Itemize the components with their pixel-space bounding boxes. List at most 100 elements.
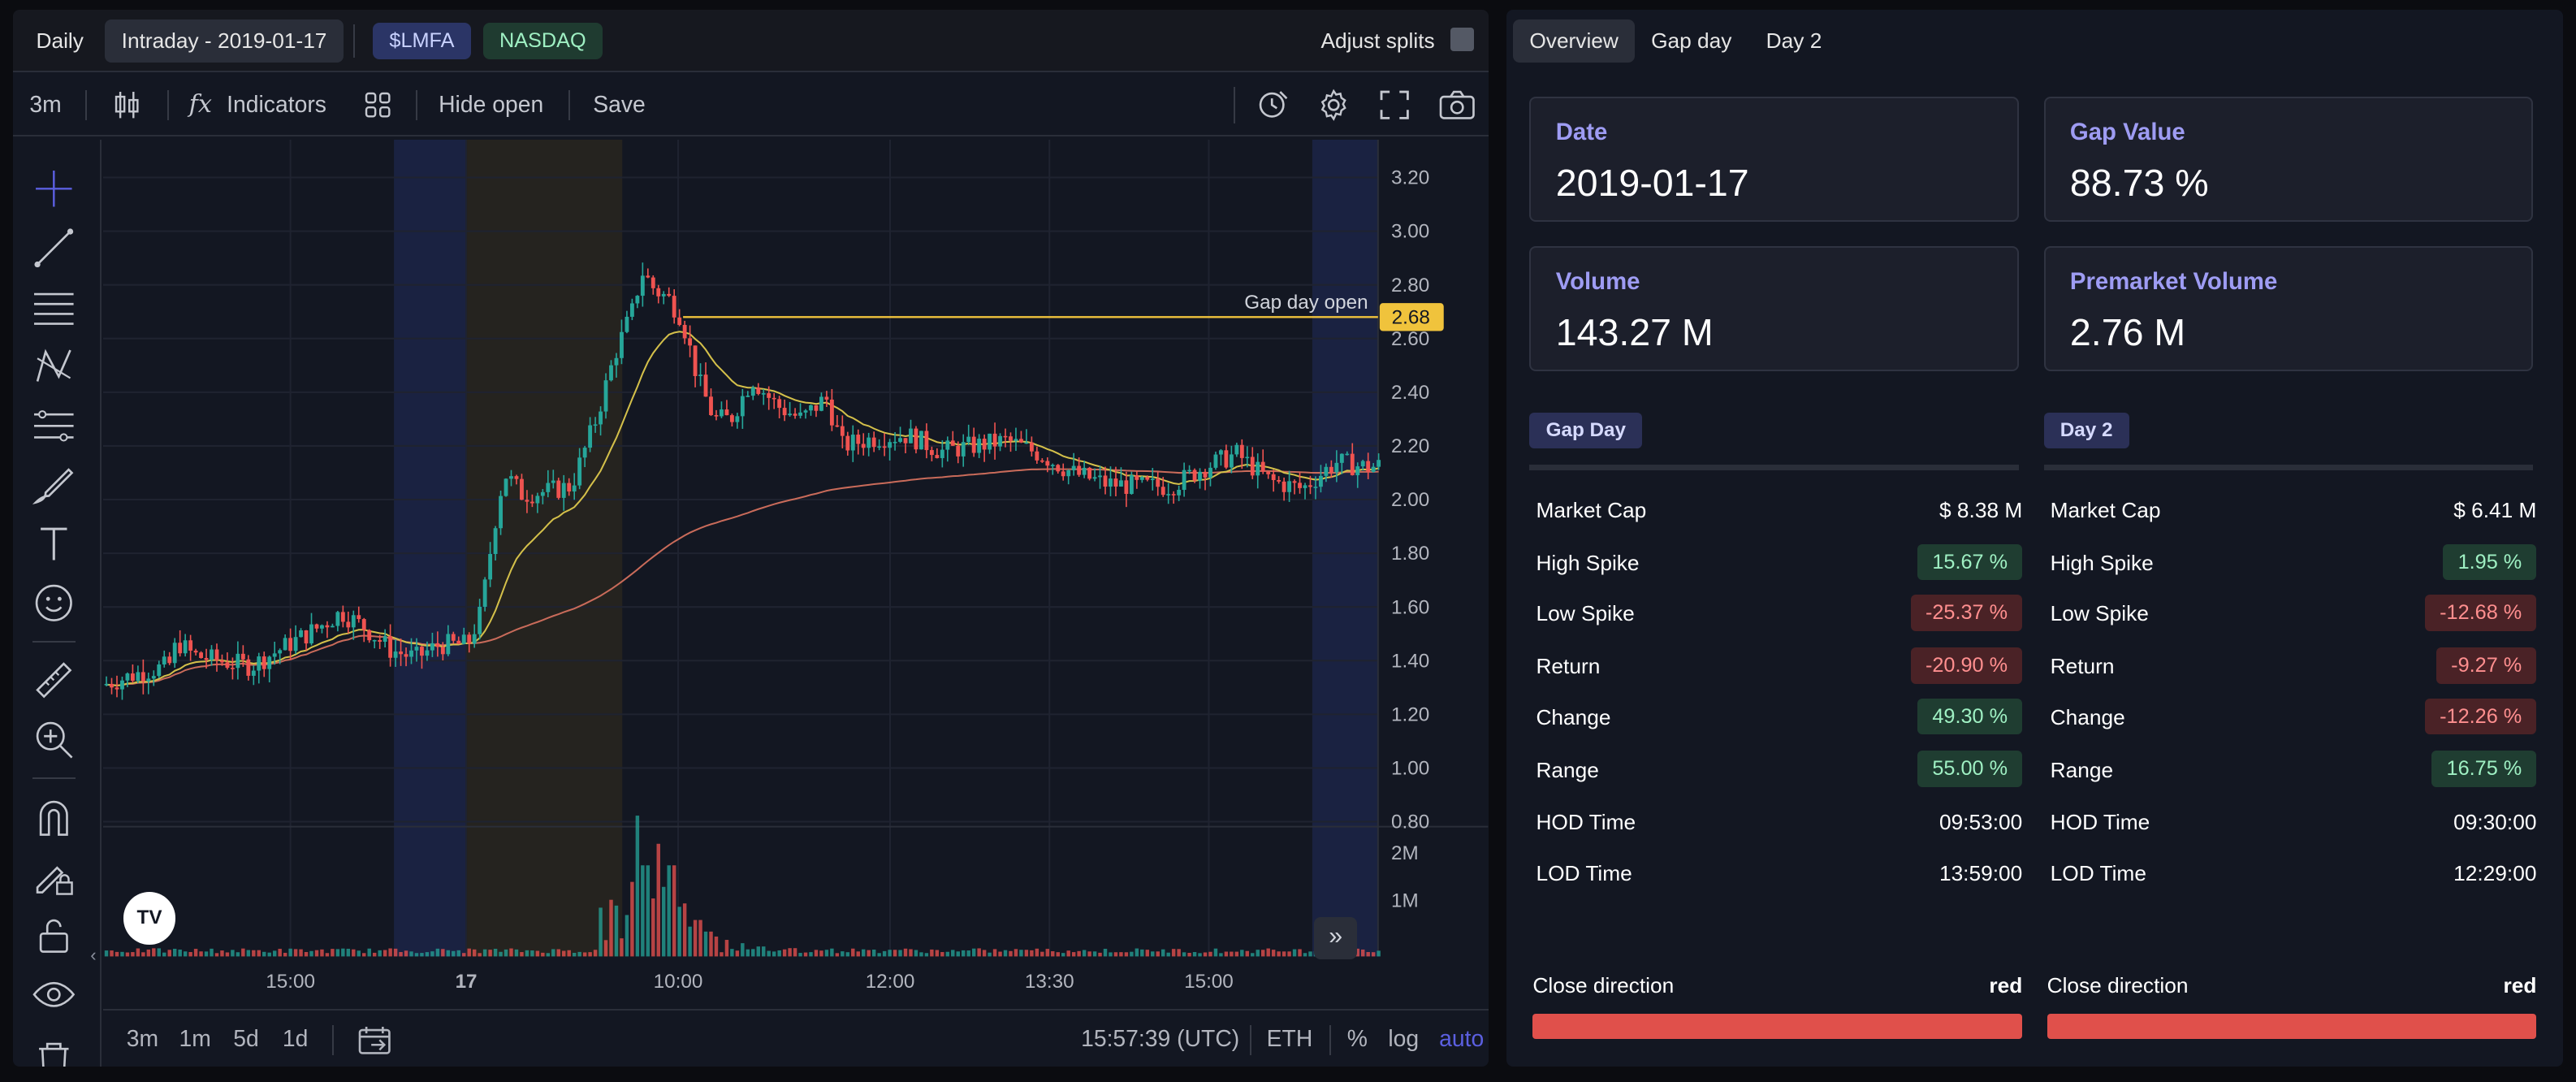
volume-bar xyxy=(394,948,398,957)
range-1d[interactable]: 1d xyxy=(282,1026,309,1053)
tab-day-2[interactable]: Day 2 xyxy=(1766,28,1822,54)
candle-body xyxy=(998,435,1003,447)
candle-body xyxy=(367,630,372,641)
volume-bar xyxy=(998,951,1003,957)
unlock-icon[interactable] xyxy=(32,914,76,957)
volume-bar xyxy=(846,952,850,957)
interval-button[interactable]: 3m xyxy=(29,92,62,119)
volume-bar xyxy=(373,952,377,957)
range-5d[interactable]: 5d xyxy=(233,1026,259,1053)
volume-bar xyxy=(904,948,908,957)
brush-icon[interactable] xyxy=(32,463,76,506)
candle-body xyxy=(594,424,598,426)
range-3m[interactable]: 3m xyxy=(126,1026,159,1053)
volume-bar xyxy=(1377,950,1381,957)
fib-icon[interactable] xyxy=(32,405,76,448)
candle-body xyxy=(1193,470,1197,481)
candle-body xyxy=(1072,465,1077,470)
volume-bar xyxy=(1087,951,1092,957)
candle-body xyxy=(1240,444,1245,458)
session-button[interactable]: ETH xyxy=(1266,1026,1313,1053)
price-tick-label: 3.00 xyxy=(1391,221,1429,243)
candle-body xyxy=(456,640,461,644)
candle-body xyxy=(577,457,582,486)
chart-canvas[interactable]: Gap day open 2.68 3.20 3.00 2.80 2.60 2.40 2.… xyxy=(103,139,1489,1007)
collapse-toolbar-icon[interactable]: ‹ xyxy=(90,945,97,966)
volume-bar xyxy=(320,949,325,957)
volume-bar xyxy=(210,948,214,957)
magnet-icon[interactable] xyxy=(32,795,76,838)
camera-icon[interactable] xyxy=(1439,90,1476,119)
candle-body xyxy=(888,442,893,448)
fx-icon[interactable]: fx xyxy=(188,90,212,119)
gear-icon[interactable] xyxy=(1317,89,1350,122)
adjust-splits-checkbox[interactable] xyxy=(1450,28,1474,51)
emoji-icon[interactable] xyxy=(32,582,76,625)
candle-body xyxy=(1066,470,1071,477)
volume-bar xyxy=(1019,950,1024,957)
trend-line-icon[interactable] xyxy=(32,227,76,270)
stat-value: -9.27 % xyxy=(2436,647,2537,684)
volume-value: 143.27 M xyxy=(1555,311,1714,354)
volume-bar xyxy=(672,865,676,957)
volume-bar xyxy=(1140,949,1144,957)
tab-gap-day[interactable]: Gap day xyxy=(1651,28,1732,54)
crosshair-icon[interactable] xyxy=(32,167,76,210)
ruler-icon[interactable] xyxy=(32,659,76,702)
range-1m[interactable]: 1m xyxy=(179,1026,211,1053)
volume-bar xyxy=(525,950,529,957)
volume-bar xyxy=(362,953,366,957)
horizontal-lines-icon[interactable] xyxy=(32,286,76,329)
lock-pencil-icon[interactable] xyxy=(32,855,76,898)
candle-body xyxy=(157,664,162,677)
price-chart[interactable]: Gap day open 2.68 3.20 3.00 2.80 2.60 2.40 2.… xyxy=(103,139,1489,1008)
utc-clock[interactable]: 15:57:39 (UTC) xyxy=(1081,1026,1240,1053)
percent-scale-button[interactable]: % xyxy=(1346,1026,1368,1053)
volume-bar xyxy=(105,950,109,957)
price-tick-label: 2.60 xyxy=(1391,328,1429,350)
text-icon[interactable] xyxy=(32,522,76,565)
zoom-in-icon[interactable] xyxy=(32,718,76,761)
fullscreen-icon[interactable] xyxy=(1380,90,1410,120)
volume-bar xyxy=(283,952,287,957)
candles-icon[interactable] xyxy=(112,90,141,119)
volume-bar xyxy=(141,952,146,957)
stat-label: HOD Time xyxy=(2050,810,2150,835)
volume-bar xyxy=(399,951,404,957)
candle-body xyxy=(178,643,183,654)
candle-body xyxy=(1098,475,1103,478)
layout-grid-icon[interactable] xyxy=(365,92,391,118)
hide-open-button[interactable]: Hide open xyxy=(439,92,544,119)
time-tick-label: 17 xyxy=(456,971,478,993)
stat-value: -20.90 % xyxy=(1910,647,2023,684)
volume-bar xyxy=(1282,951,1286,957)
candle-body xyxy=(651,277,656,288)
candle-body xyxy=(1219,450,1224,455)
trash-icon[interactable] xyxy=(32,1039,76,1067)
tab-overview[interactable]: Overview xyxy=(1513,19,1636,63)
volume-bar xyxy=(1193,951,1197,957)
pattern-icon[interactable] xyxy=(32,345,76,388)
alert-clock-icon[interactable] xyxy=(1257,89,1290,121)
scroll-to-realtime-button[interactable]: » xyxy=(1314,916,1357,960)
tradingview-logo[interactable]: TV xyxy=(123,892,176,946)
candle-body xyxy=(1045,461,1050,466)
vwap-line xyxy=(106,468,1380,686)
auto-scale-button[interactable]: auto xyxy=(1439,1026,1485,1053)
volume-bar xyxy=(447,950,451,957)
calendar-icon[interactable] xyxy=(358,1025,391,1054)
intraday-tab[interactable]: Intraday - 2019-01-17 xyxy=(105,19,344,63)
stat-label: Low Spike xyxy=(2050,601,2149,626)
eye-icon[interactable] xyxy=(32,973,76,1016)
volume-bar xyxy=(793,948,797,957)
volume-bar xyxy=(509,948,514,957)
candle-body xyxy=(798,412,803,416)
daily-tab[interactable]: Daily xyxy=(36,28,84,54)
save-button[interactable]: Save xyxy=(593,92,646,119)
volume-bar xyxy=(804,952,808,957)
log-scale-button[interactable]: log xyxy=(1388,1026,1420,1053)
volume-bar xyxy=(131,952,136,957)
volume-bar xyxy=(972,948,976,957)
indicators-button[interactable]: Indicators xyxy=(227,92,326,119)
candle-body xyxy=(1004,435,1008,438)
